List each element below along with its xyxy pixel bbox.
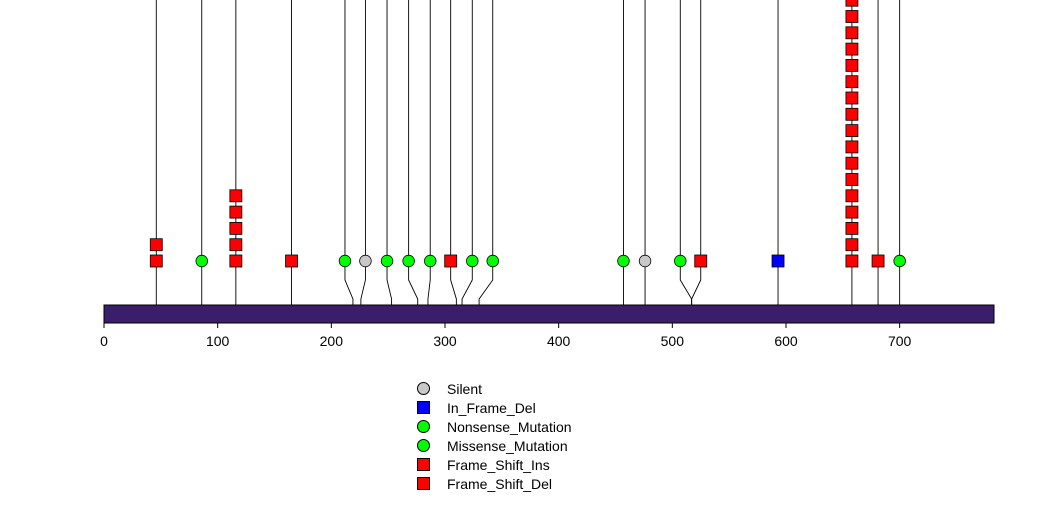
legend-label: Frame_Shift_Ins [447,456,550,473]
legend-circle-icon [417,420,430,433]
mutation-marker [845,91,859,105]
mutation-marker [845,173,859,186]
legend-item: Nonsense_Mutation [417,417,572,436]
x-tick-label: 200 [320,333,344,349]
mutation-marker [229,221,243,235]
mutation-marker [638,254,652,268]
legend-circle-icon [417,439,430,452]
mutation-marker [845,107,859,121]
mutation-marker [380,254,394,268]
legend-label: Silent [447,380,483,397]
legend-item: Silent [417,379,572,398]
legend-label: Frame_Shift_Del [447,475,553,492]
protein-bar [103,304,995,324]
mutation-marker [338,254,352,268]
mutation-marker [486,254,499,268]
mutation-marker [845,140,859,154]
mutation-marker [893,254,906,268]
markers-layer [149,0,906,268]
legend-item: Frame_Shift_Del [417,474,572,493]
mutation-marker [229,238,243,252]
mutation-marker [285,254,298,268]
mutation-marker [871,254,885,268]
mutation-marker [845,254,859,268]
legend-item: Missense_Mutation [417,436,572,455]
mutation-marker [845,156,859,170]
mutation-stem [360,0,366,305]
mutation-marker [845,205,859,219]
mutation-marker [149,238,163,252]
mutation-stem [478,0,494,305]
mutation-marker [845,189,859,203]
legend: Silent In_Frame_Del Nonsense_Mutation Misse… [417,379,572,493]
x-tick-label: 0 [100,333,108,349]
mutation-marker [771,254,785,268]
mutation-stem [691,0,702,305]
legend-item: Frame_Shift_Ins [417,455,572,474]
legend-circle-icon [417,382,430,395]
mutation-stem [450,0,457,305]
mutation-marker [229,254,243,268]
x-tick-label: 300 [433,333,457,349]
mutation-marker [845,221,859,235]
mutation-marker [444,254,458,268]
mutation-marker [674,254,687,268]
mutation-marker [845,10,859,23]
mutation-marker [402,254,415,268]
mutation-marker [359,254,372,268]
mutation-marker [845,59,859,72]
mutation-marker [617,254,630,268]
x-tick-label: 100 [206,333,230,349]
mutation-marker [195,254,208,268]
mutation-marker [845,42,859,56]
mutation-marker [845,26,859,40]
mutation-stem [408,0,419,305]
legend-label: In_Frame_Del [447,399,536,416]
mutation-stem [461,0,473,305]
mutation-marker [845,0,859,7]
legend-label: Missense_Mutation [447,437,568,454]
mutation-marker [424,254,437,268]
mutation-marker [229,189,243,203]
mutation-marker [845,238,859,252]
mutation-marker [229,205,243,219]
x-tick-label: 600 [774,333,798,349]
mutation-marker [694,254,708,268]
x-axis: 0 100 200 300 400 500 600 700 [100,323,912,349]
mutation-stem [386,0,393,305]
mutation-marker [149,254,163,268]
legend-square-icon [417,458,430,471]
legend-item: In_Frame_Del [417,398,572,417]
mutation-marker [845,124,859,137]
x-tick-label: 500 [661,333,685,349]
mutation-stem [344,0,354,305]
mutation-marker [466,254,479,268]
legend-label: Nonsense_Mutation [447,418,572,435]
stems-layer [155,0,901,305]
legend-square-icon [417,477,430,490]
x-tick-label: 400 [547,333,571,349]
mutation-stem [427,0,431,305]
mutation-marker [845,75,859,89]
legend-square-icon [417,401,430,414]
x-tick-label: 700 [888,333,912,349]
